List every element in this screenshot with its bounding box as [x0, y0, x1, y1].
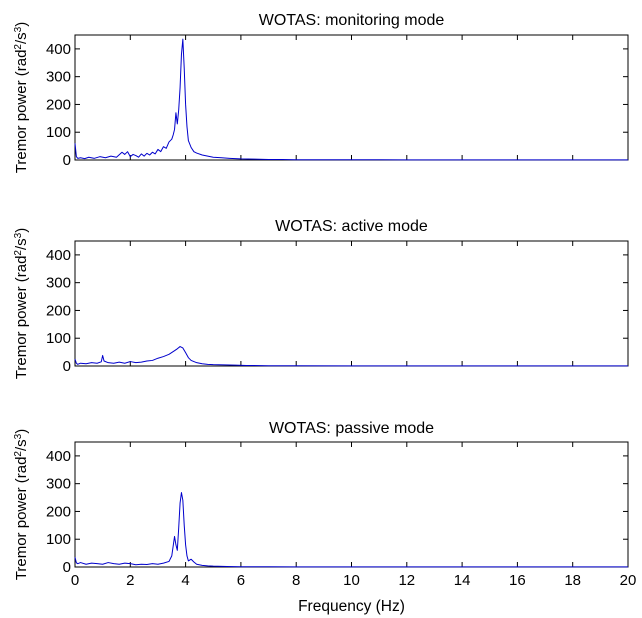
x-tick-label: 18 [564, 572, 581, 589]
panel-1: WOTAS: monitoring mode 0 100 200 300 400 Tremo… [13, 12, 629, 173]
panel-3: WOTAS: passive mode 0 100 200 300 400 0 2 4 6 8 10 1… [13, 420, 637, 615]
x-tick-label: 12 [398, 572, 415, 589]
spectrum-line [74, 346, 628, 367]
panel-title: WOTAS: active mode [275, 218, 428, 235]
y-tick-label: 200 [46, 302, 71, 319]
spectrum-line [74, 38, 628, 161]
y-axis-label-part: ) [13, 429, 30, 434]
y-tick-label: 300 [46, 476, 71, 493]
y-axis-label: Tremor power (rad2/s3) [13, 228, 31, 379]
y-axis-label-part: Tremor power (rad [13, 256, 30, 380]
y-axis-label: Tremor power (rad2/s3) [13, 429, 31, 580]
y-axis-label-part: /s [13, 32, 30, 44]
y-tick-label: 400 [46, 448, 71, 465]
x-tick-label: 14 [454, 572, 471, 589]
y-axis-label-superscript: 3 [13, 232, 24, 238]
panel-title: WOTAS: passive mode [269, 420, 434, 437]
y-tick-label: 0 [63, 358, 71, 375]
x-tick-label: 4 [181, 572, 189, 589]
y-axis-label: Tremor power (rad2/s3) [13, 22, 31, 173]
x-tick-label: 8 [292, 572, 300, 589]
x-tick-label: 6 [237, 572, 245, 589]
y-tick-label: 200 [46, 503, 71, 520]
y-axis-label-part: ) [13, 228, 30, 233]
panels: WOTAS: monitoring mode0100200300400Tremo… [13, 12, 637, 615]
y-tick-label: 400 [46, 41, 71, 58]
y-axis-label-superscript: 2 [13, 250, 24, 256]
y-axis-label-part: /s [13, 439, 30, 451]
y-axis-label-part: ) [13, 22, 30, 27]
y-tick-label: 200 [46, 96, 71, 113]
y-tick-label: 300 [46, 275, 71, 292]
panel-2: WOTAS: active mode 0 100 200 300 400 Tremor po… [13, 218, 629, 379]
spectrum-line [74, 492, 628, 568]
x-tick-label: 2 [126, 572, 134, 589]
y-tick-label: 0 [63, 559, 71, 576]
x-tick-label: 20 [620, 572, 637, 589]
y-axis-label-part: Tremor power (rad [13, 50, 30, 174]
y-tick-label: 400 [46, 247, 71, 264]
x-tick-label: 16 [509, 572, 526, 589]
x-tick-label: 10 [343, 572, 360, 589]
y-tick-label: 300 [46, 69, 71, 86]
y-axis-label-part: Tremor power (rad [13, 457, 30, 581]
y-axis-label-superscript: 3 [13, 26, 24, 32]
y-tick-label: 100 [46, 124, 71, 141]
panel-title: WOTAS: monitoring mode [259, 12, 445, 29]
y-tick-label: 100 [46, 531, 71, 548]
y-axis-label-part: /s [13, 238, 30, 250]
x-tick-label: 0 [71, 572, 79, 589]
x-axis-label: Frequency (Hz) [298, 598, 405, 615]
y-axis-label-superscript: 3 [13, 433, 24, 439]
y-axis-label-superscript: 2 [13, 44, 24, 50]
y-tick-label: 0 [63, 152, 71, 169]
y-axis-label-superscript: 2 [13, 451, 24, 457]
y-tick-label: 100 [46, 330, 71, 347]
